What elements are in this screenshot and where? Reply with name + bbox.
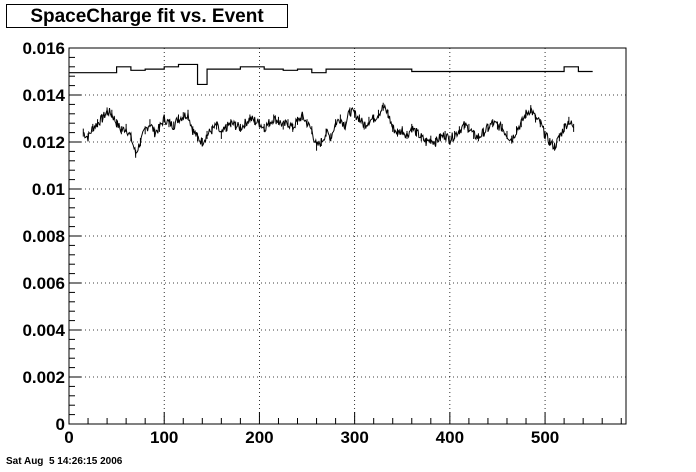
x-tick-label-3: 300 xyxy=(340,428,368,447)
y-tick-label-1: 0.002 xyxy=(22,368,65,387)
y-tick-label-7: 0.014 xyxy=(22,86,65,105)
x-tick-label-4: 400 xyxy=(436,428,464,447)
y-tick-label-5: 0.01 xyxy=(32,180,65,199)
x-tick-label-1: 100 xyxy=(150,428,178,447)
y-tick-label-8: 0.016 xyxy=(22,39,65,58)
timestamp: Sat Aug 5 14:26:15 2006 xyxy=(6,456,123,467)
plot-frame xyxy=(68,47,627,425)
chart-title-box: SpaceCharge fit vs. Event xyxy=(6,4,288,28)
y-tick-label-6: 0.012 xyxy=(22,133,65,152)
y-tick-label-4: 0.008 xyxy=(22,227,65,246)
x-tick-label-0: 0 xyxy=(64,428,73,447)
chart-title: SpaceCharge fit vs. Event xyxy=(30,6,264,27)
series-1-line xyxy=(83,103,575,157)
y-tick-label-2: 0.004 xyxy=(22,321,65,340)
y-tick-label-0: 0 xyxy=(56,415,65,434)
x-tick-label-2: 200 xyxy=(245,428,273,447)
y-tick-label-3: 0.006 xyxy=(22,274,65,293)
series-0-line xyxy=(69,63,593,86)
x-tick-label-5: 500 xyxy=(531,428,559,447)
